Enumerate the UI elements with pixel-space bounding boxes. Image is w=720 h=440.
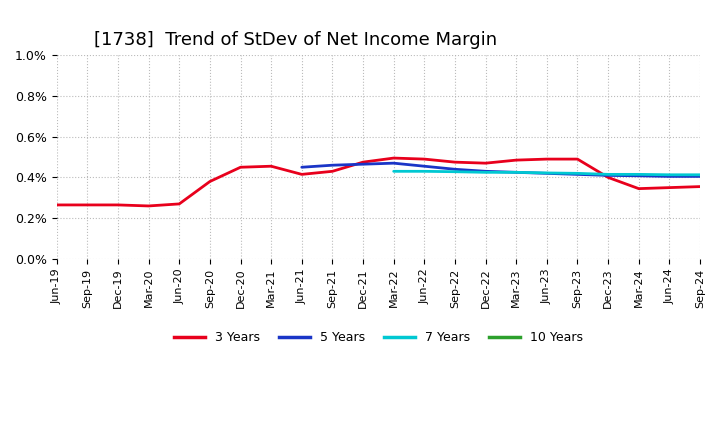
3 Years xyxy=(206,179,215,184)
3 Years xyxy=(604,175,613,180)
5 Years xyxy=(328,162,337,168)
5 Years xyxy=(390,161,398,166)
Legend: 3 Years, 5 Years, 7 Years, 10 Years: 3 Years, 5 Years, 7 Years, 10 Years xyxy=(168,326,588,349)
5 Years xyxy=(665,174,674,179)
3 Years xyxy=(297,172,306,177)
3 Years xyxy=(236,165,245,170)
7 Years xyxy=(634,172,643,177)
7 Years xyxy=(420,169,428,174)
5 Years xyxy=(604,173,613,178)
5 Years xyxy=(451,167,459,172)
3 Years xyxy=(696,184,704,189)
3 Years xyxy=(114,202,122,208)
5 Years xyxy=(512,170,521,175)
5 Years xyxy=(481,169,490,174)
3 Years xyxy=(634,186,643,191)
5 Years xyxy=(420,164,428,169)
5 Years xyxy=(542,171,551,176)
3 Years xyxy=(481,161,490,166)
7 Years xyxy=(512,170,521,175)
Line: 3 Years: 3 Years xyxy=(57,158,700,206)
3 Years xyxy=(328,169,337,174)
5 Years xyxy=(696,174,704,179)
Line: 7 Years: 7 Years xyxy=(394,171,700,175)
5 Years xyxy=(573,172,582,177)
7 Years xyxy=(665,172,674,177)
3 Years xyxy=(83,202,91,208)
7 Years xyxy=(604,172,613,177)
3 Years xyxy=(573,157,582,162)
5 Years xyxy=(359,161,367,167)
3 Years xyxy=(665,185,674,190)
7 Years xyxy=(573,171,582,176)
7 Years xyxy=(451,169,459,174)
3 Years xyxy=(359,160,367,165)
3 Years xyxy=(542,157,551,162)
7 Years xyxy=(390,169,398,174)
Line: 5 Years: 5 Years xyxy=(302,163,700,176)
3 Years xyxy=(451,160,459,165)
3 Years xyxy=(175,201,184,206)
3 Years xyxy=(420,157,428,162)
3 Years xyxy=(144,203,153,209)
5 Years xyxy=(634,173,643,179)
5 Years xyxy=(297,165,306,170)
3 Years xyxy=(53,202,61,208)
3 Years xyxy=(512,158,521,163)
7 Years xyxy=(696,172,704,177)
7 Years xyxy=(542,170,551,176)
3 Years xyxy=(390,155,398,161)
7 Years xyxy=(481,170,490,175)
3 Years xyxy=(267,164,276,169)
Text: [1738]  Trend of StDev of Net Income Margin: [1738] Trend of StDev of Net Income Marg… xyxy=(94,31,497,49)
